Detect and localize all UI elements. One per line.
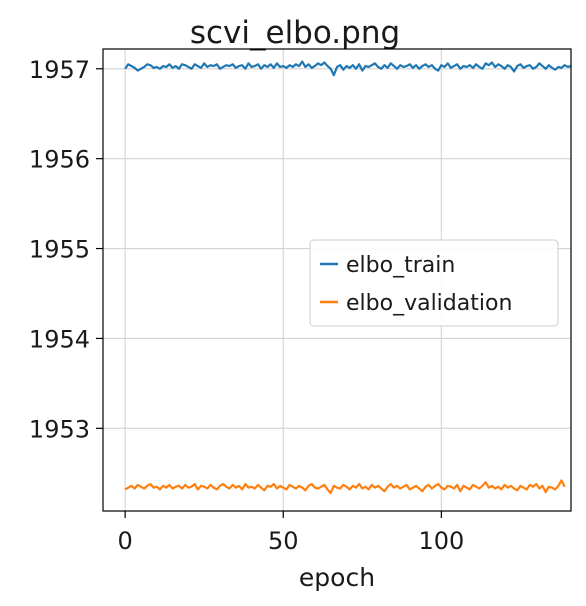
series-line-elbo-train bbox=[124, 60, 572, 77]
x-tick-label: 100 bbox=[418, 527, 464, 555]
y-tick-label: 1954 bbox=[29, 325, 90, 353]
legend-label: elbo_train bbox=[346, 253, 455, 278]
legend-label: elbo_validation bbox=[346, 291, 512, 316]
y-tick-label: 1956 bbox=[29, 146, 90, 174]
chart-title: scvi_elbo.png bbox=[190, 15, 400, 51]
plot-frame bbox=[102, 48, 572, 512]
axis-ticks: 0 50 100 1953 1954 1955 1956 1957 bbox=[29, 56, 464, 555]
y-tick-label: 1955 bbox=[29, 236, 90, 264]
legend: elbo_train elbo_validation bbox=[309, 239, 559, 327]
x-tick-label: 0 bbox=[117, 527, 132, 555]
y-tick-label: 1953 bbox=[29, 415, 90, 443]
x-axis-label: epoch bbox=[299, 563, 375, 592]
x-tick-label: 50 bbox=[268, 527, 299, 555]
series-line-elbo-validation bbox=[124, 479, 566, 495]
legend-box bbox=[309, 239, 559, 327]
y-tick-label: 1957 bbox=[29, 56, 90, 84]
series-lines bbox=[124, 60, 572, 495]
